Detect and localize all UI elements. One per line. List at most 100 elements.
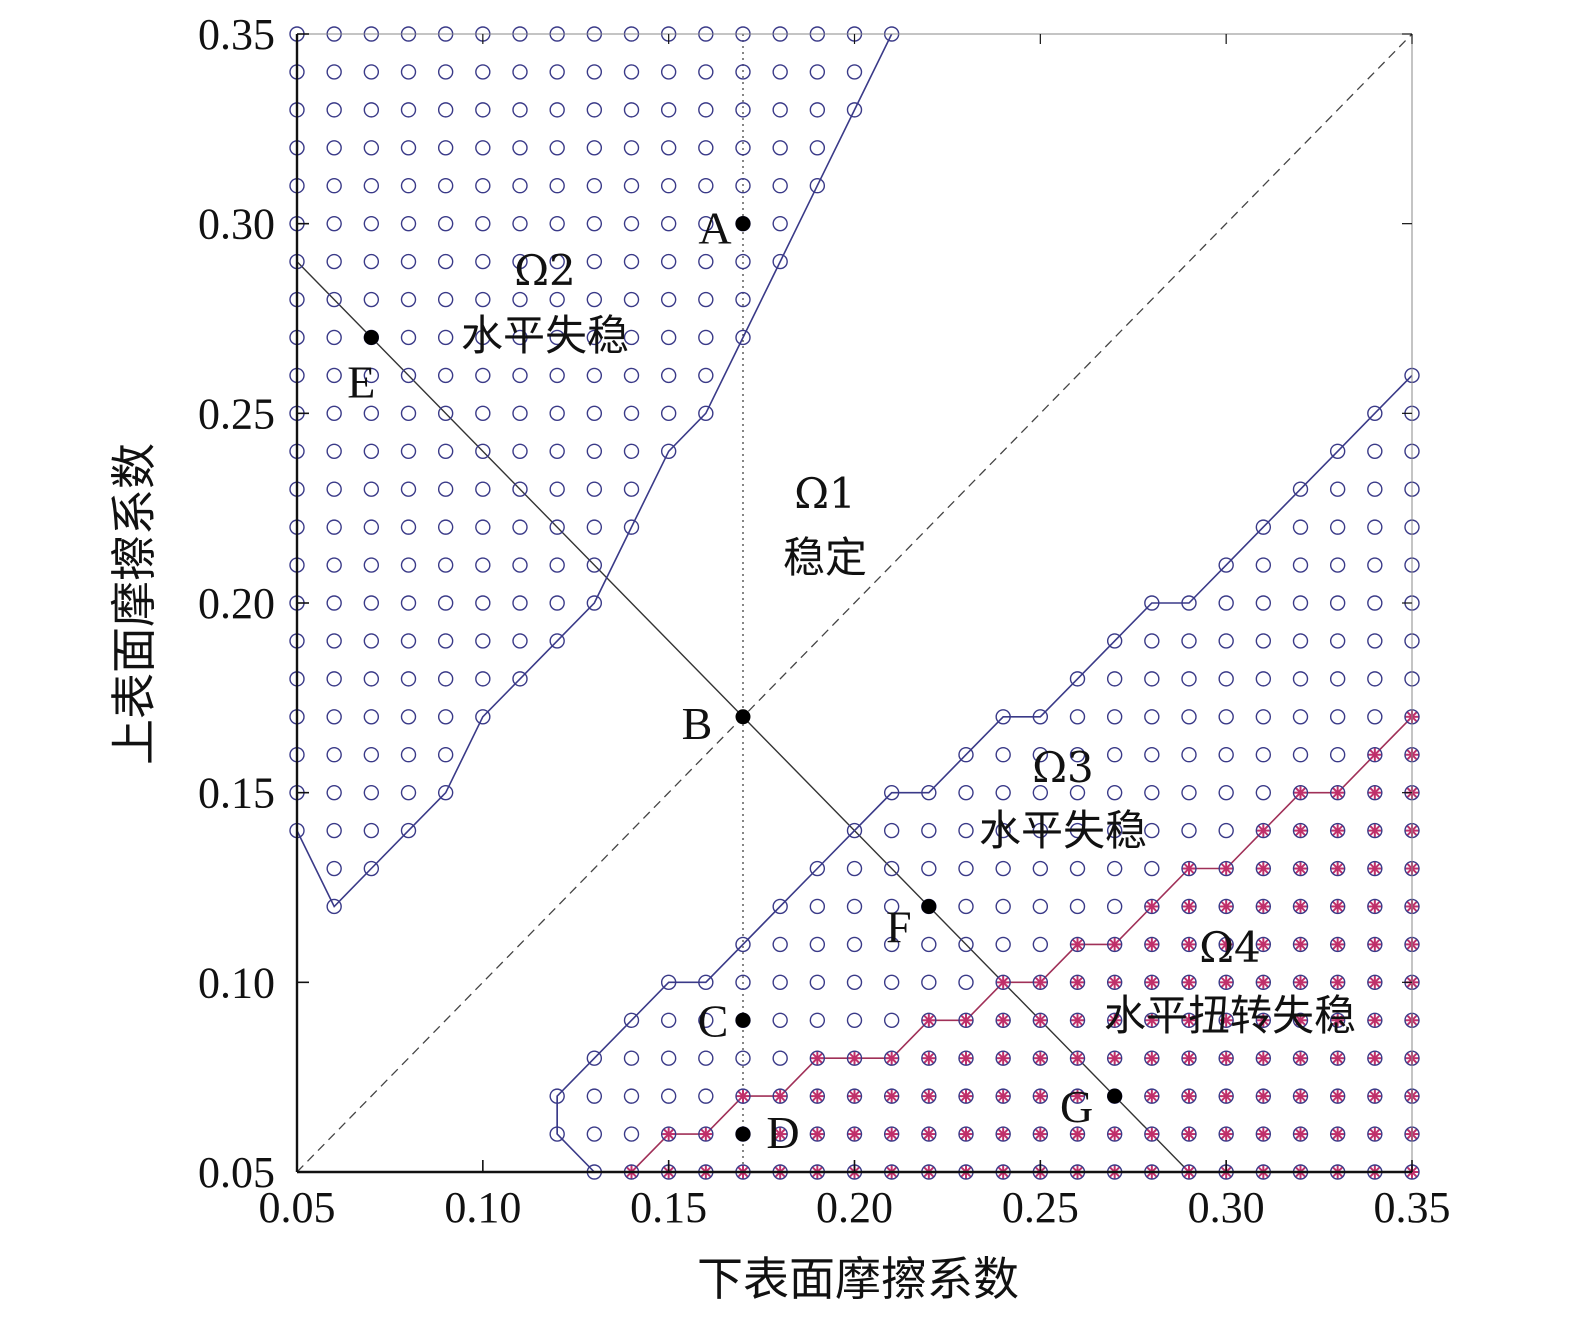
circle-marker — [623, 481, 640, 497]
circle-marker — [1292, 671, 1309, 687]
circle-marker — [549, 443, 565, 459]
circle-marker — [1329, 633, 1346, 649]
circle-marker — [623, 140, 640, 156]
circle-marker — [549, 595, 565, 611]
circle-marker — [586, 253, 603, 270]
circle-marker — [623, 253, 640, 270]
circle-marker — [363, 140, 380, 156]
circle-marker — [1329, 1050, 1346, 1066]
region-omega2-symbol: Ω2 — [514, 246, 576, 295]
star-marker — [1181, 1088, 1197, 1104]
circle-marker — [512, 253, 528, 270]
star-marker — [1329, 974, 1346, 991]
circle-marker — [1367, 633, 1383, 649]
circle-marker — [549, 178, 565, 194]
star-stroke — [1220, 939, 1232, 950]
circle-marker — [1106, 860, 1123, 877]
circle-marker — [660, 1012, 677, 1028]
circle-marker — [326, 784, 342, 801]
star-marker — [1106, 1050, 1123, 1066]
star-stroke — [1220, 1014, 1232, 1026]
star-stroke — [737, 1090, 749, 1102]
circle-marker — [623, 1126, 640, 1142]
circle-marker — [400, 822, 417, 839]
circle-marker — [512, 557, 528, 573]
star-stroke — [997, 1052, 1009, 1064]
circle-marker — [1106, 898, 1123, 915]
circle-marker — [1144, 1126, 1160, 1142]
star-stroke — [1295, 939, 1306, 950]
star-marker — [958, 1088, 974, 1104]
circle-marker — [512, 671, 528, 687]
circle-marker — [1144, 822, 1160, 839]
star-marker — [1144, 936, 1160, 953]
circle-marker — [1218, 1012, 1234, 1028]
circle-marker — [698, 64, 714, 80]
circle-marker — [660, 215, 677, 232]
circle-marker — [437, 64, 454, 80]
star-stroke — [1220, 1052, 1232, 1064]
star-stroke — [1220, 1090, 1232, 1102]
circle-marker — [698, 1088, 714, 1104]
circle-marker — [1329, 709, 1346, 725]
star-marker — [1106, 936, 1123, 953]
circle-marker — [363, 367, 380, 384]
star-stroke — [849, 1128, 860, 1140]
star-stroke — [1332, 863, 1344, 874]
circle-marker — [549, 367, 565, 384]
circle-marker — [326, 405, 342, 422]
x-tick-label: 0.35 — [1374, 1183, 1451, 1232]
circle-marker — [809, 936, 826, 953]
star-marker — [1367, 1088, 1383, 1104]
circle-marker — [400, 140, 417, 156]
circle-marker — [735, 140, 751, 156]
circle-marker — [921, 1012, 937, 1028]
star-stroke — [774, 1090, 786, 1102]
circle-marker — [660, 367, 677, 384]
circle-marker — [1292, 1050, 1309, 1066]
circle-marker — [1106, 822, 1123, 839]
circle-marker — [326, 291, 342, 308]
circle-marker — [809, 102, 826, 118]
circle-marker — [958, 860, 974, 877]
star-marker — [846, 1050, 863, 1066]
star-marker — [1032, 1050, 1049, 1066]
circle-marker — [698, 140, 714, 156]
circle-marker — [475, 178, 491, 194]
circle-marker — [1106, 1012, 1123, 1028]
star-stroke — [1183, 939, 1195, 950]
circle-marker — [1069, 747, 1086, 763]
circle-marker — [549, 557, 565, 573]
circle-marker — [809, 64, 826, 80]
circle-marker — [1255, 1012, 1272, 1028]
circle-marker — [512, 291, 528, 308]
circle-marker — [1218, 747, 1234, 763]
circle-marker — [1329, 557, 1346, 573]
circle-marker — [363, 178, 380, 194]
star-stroke — [1369, 1014, 1381, 1026]
star-stroke — [1332, 939, 1344, 950]
star-stroke — [1369, 825, 1381, 836]
star-marker — [1329, 1088, 1346, 1104]
circle-marker — [660, 64, 677, 80]
circle-marker — [698, 178, 714, 194]
circle-marker — [1255, 784, 1272, 801]
circle-marker — [1106, 784, 1123, 801]
circle-marker — [512, 595, 528, 611]
point-c-label: C — [698, 995, 729, 1046]
star-marker — [772, 1126, 788, 1142]
circle-marker — [958, 1126, 974, 1142]
star-stroke — [923, 1090, 935, 1102]
star-marker — [995, 1050, 1011, 1066]
circle-marker — [1144, 709, 1160, 725]
circle-marker — [1329, 860, 1346, 877]
star-stroke — [1369, 1052, 1381, 1064]
circle-marker — [437, 633, 454, 649]
star-stroke — [1220, 863, 1232, 874]
circle-marker — [1329, 898, 1346, 915]
circle-marker — [958, 784, 974, 801]
star-marker — [1218, 1088, 1234, 1104]
circle-marker — [1255, 633, 1272, 649]
star-marker — [1367, 936, 1383, 953]
star-marker — [1218, 974, 1234, 991]
